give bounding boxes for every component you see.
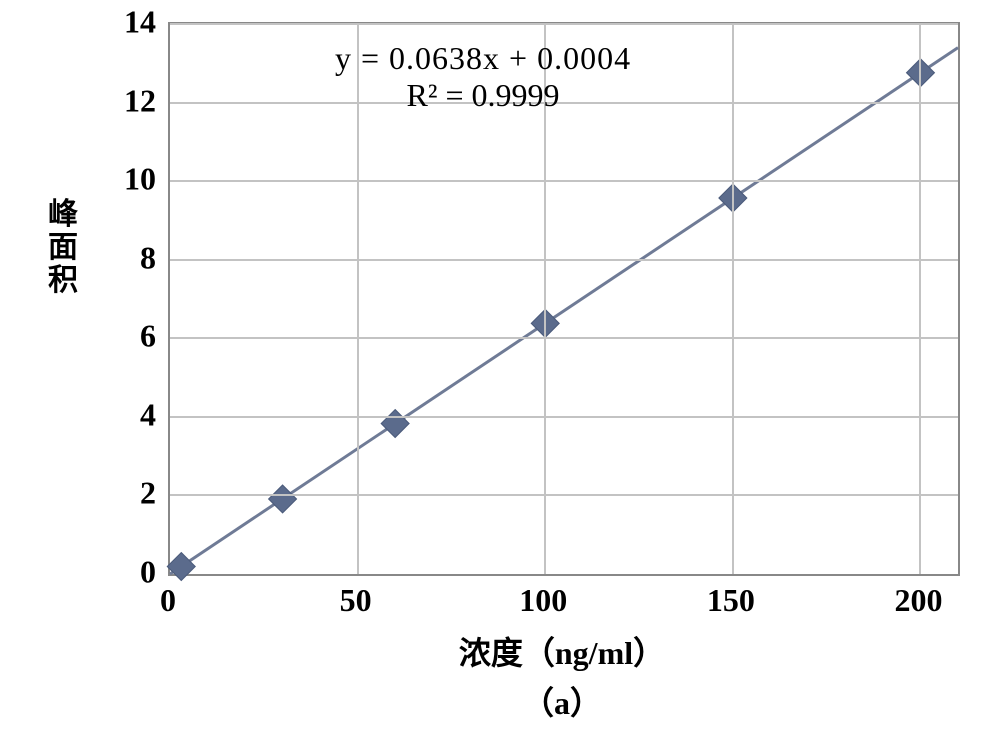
data-point-marker bbox=[269, 485, 297, 513]
y-tick-label: 0 bbox=[140, 554, 156, 591]
x-axis-title: 浓度（ng/ml） bbox=[459, 628, 665, 674]
gridline-horizontal bbox=[170, 416, 958, 418]
data-point-marker bbox=[381, 410, 409, 438]
y-tick-label: 4 bbox=[140, 396, 156, 433]
x-tick-label: 200 bbox=[894, 582, 942, 619]
y-tick-label: 2 bbox=[140, 475, 156, 512]
subplot-label: （a） bbox=[522, 678, 602, 724]
y-tick-label: 8 bbox=[140, 239, 156, 276]
chart-container: 峰面积 浓度（ng/ml） y = 0.0638x + 0.0004 R² = … bbox=[0, 0, 994, 748]
gridline-horizontal bbox=[170, 494, 958, 496]
equation-line-1: y = 0.0638x + 0.0004 bbox=[335, 40, 631, 77]
x-tick-label: 0 bbox=[160, 582, 176, 619]
y-tick-label: 12 bbox=[124, 82, 156, 119]
gridline-horizontal bbox=[170, 23, 958, 25]
y-tick-label: 6 bbox=[140, 318, 156, 355]
gridline-horizontal bbox=[170, 259, 958, 261]
regression-equation: y = 0.0638x + 0.0004 R² = 0.9999 bbox=[335, 40, 631, 114]
y-axis-title: 峰面积 bbox=[48, 198, 78, 297]
y-tick-label: 10 bbox=[124, 161, 156, 198]
gridline-horizontal bbox=[170, 337, 958, 339]
gridline-vertical bbox=[919, 24, 921, 574]
x-tick-label: 100 bbox=[519, 582, 567, 619]
data-point-marker bbox=[167, 553, 195, 581]
x-tick-label: 150 bbox=[707, 582, 755, 619]
y-tick-label: 14 bbox=[124, 4, 156, 41]
x-tick-label: 50 bbox=[340, 582, 372, 619]
equation-line-2: R² = 0.9999 bbox=[335, 77, 631, 114]
gridline-horizontal bbox=[170, 180, 958, 182]
gridline-vertical bbox=[732, 24, 734, 574]
